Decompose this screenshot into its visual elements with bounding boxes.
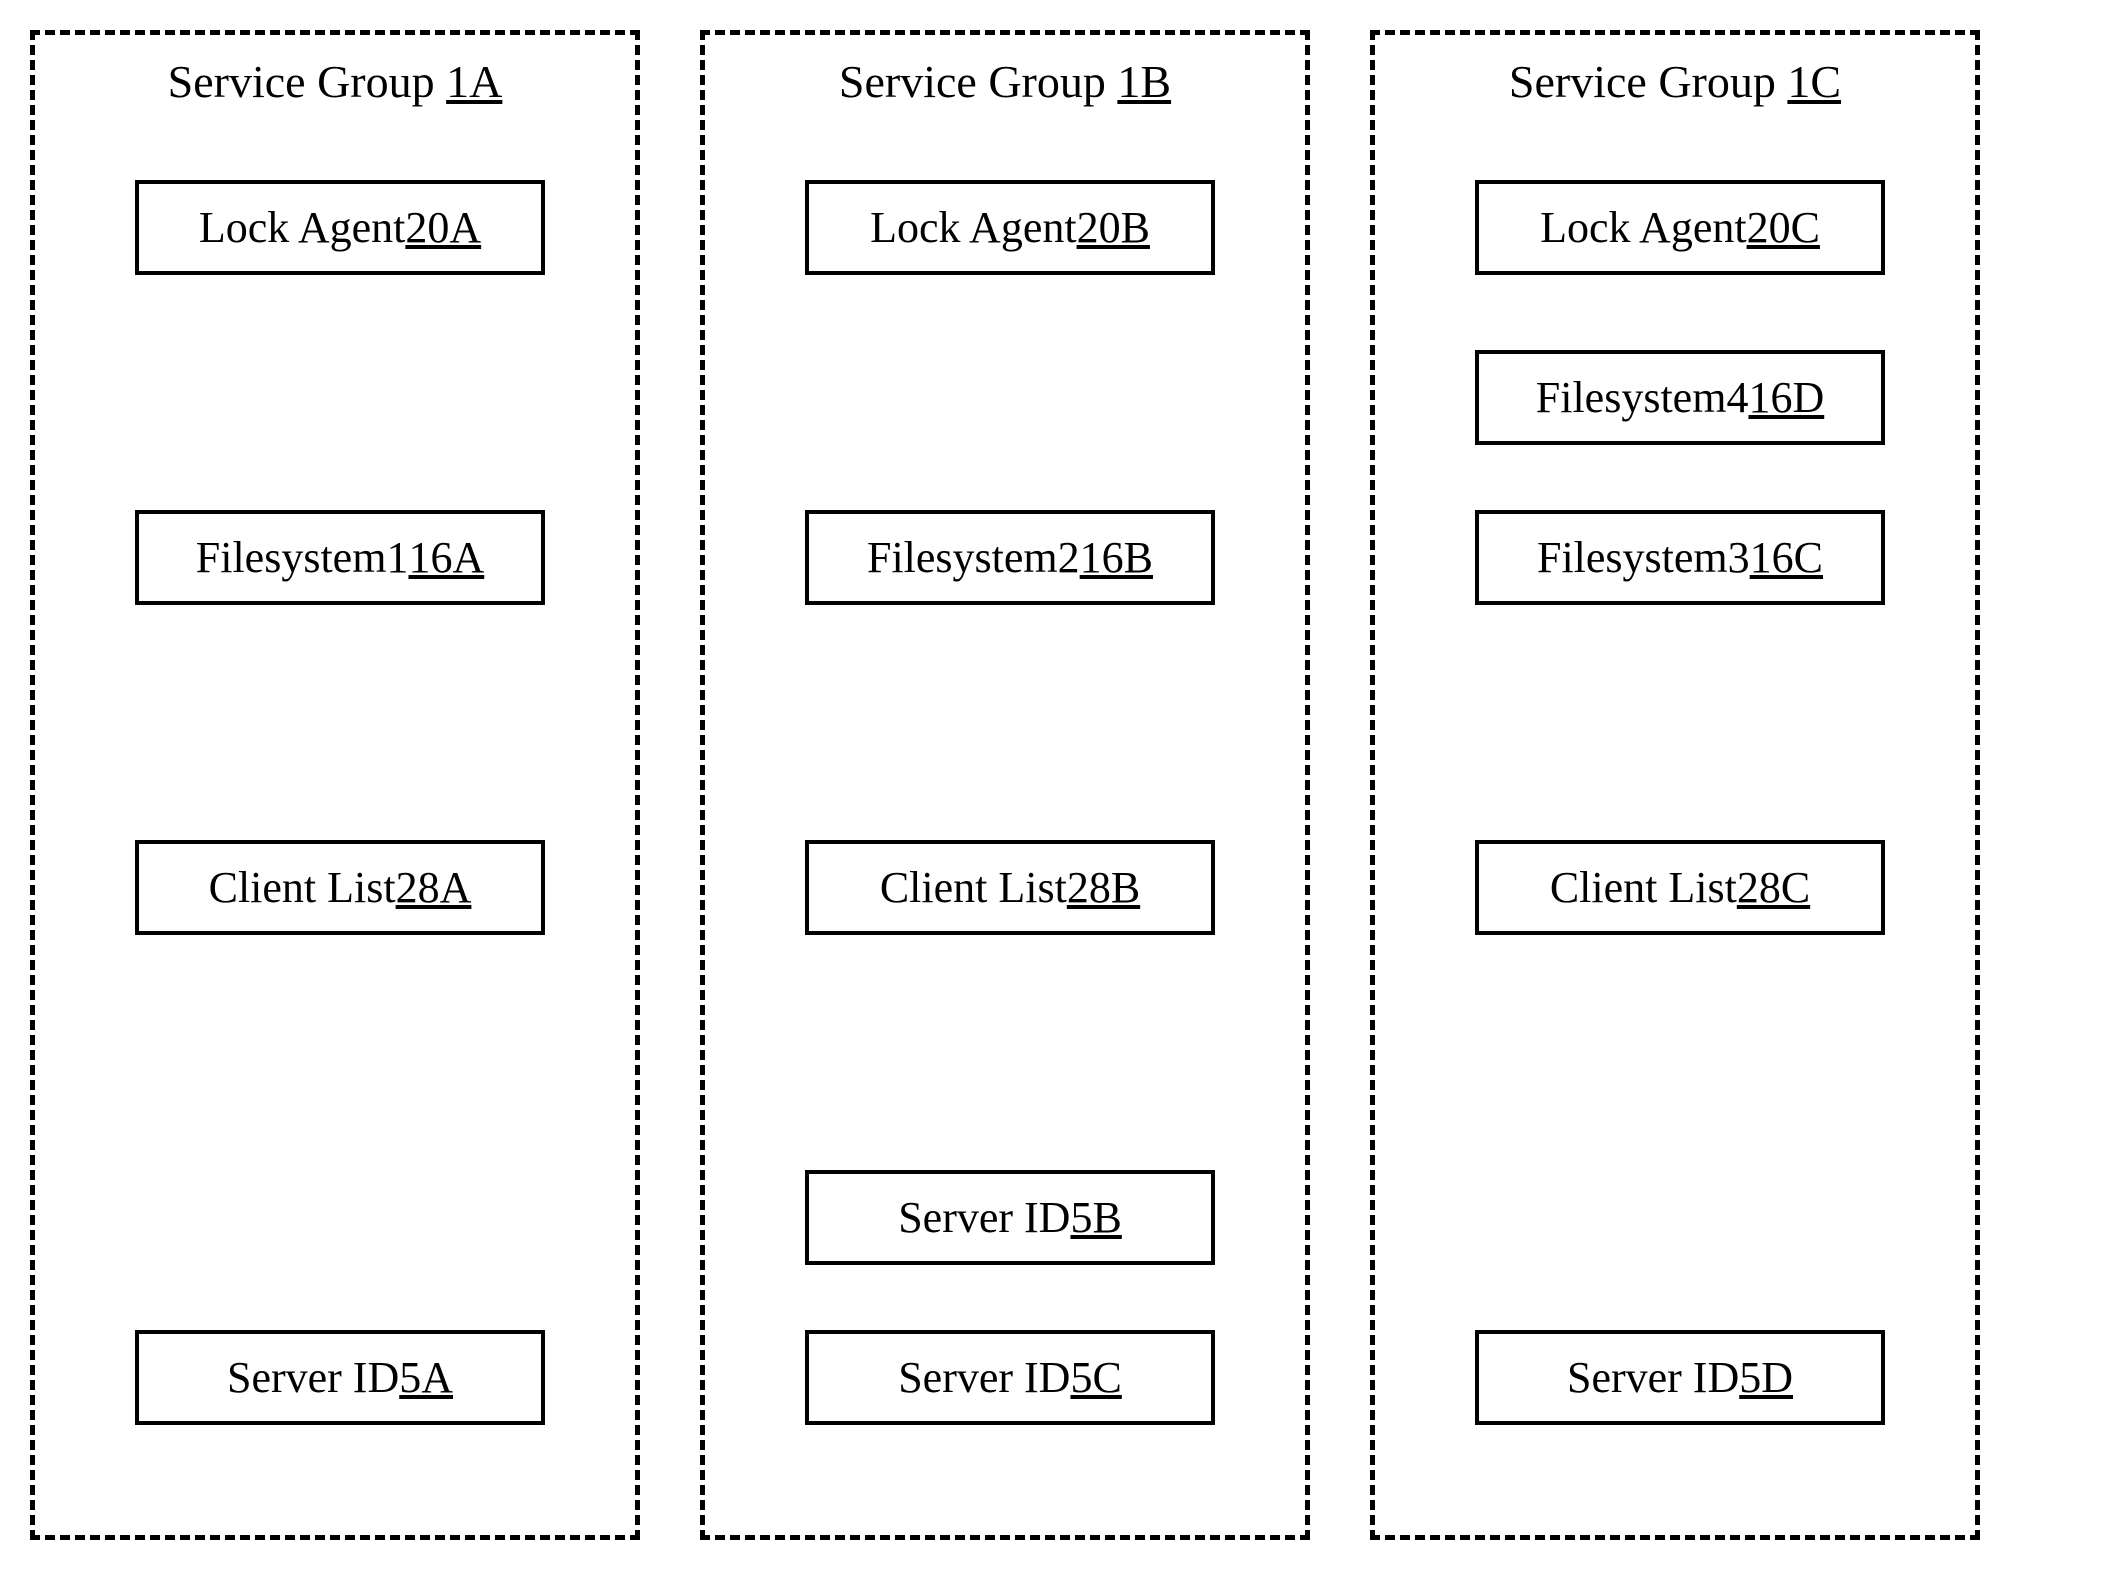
title-ref: 1B <box>1117 56 1171 107</box>
node-label: Client List <box>1550 862 1737 913</box>
node-label: Server ID <box>227 1352 399 1403</box>
diagram-node: Lock Agent 20C <box>1475 180 1885 275</box>
diagram-node: Server ID 5D <box>1475 1330 1885 1425</box>
node-label: Lock Agent <box>1540 202 1747 253</box>
diagram-canvas: Service Group 1A Lock Agent 20A Filesystem… <box>0 0 2112 1575</box>
node-label: Server ID <box>898 1192 1070 1243</box>
diagram-node: Client List 28B <box>805 840 1215 935</box>
diagram-node: Filesystem1 16A <box>135 510 545 605</box>
node-ref: 5D <box>1739 1352 1793 1403</box>
diagram-node: Server ID 5C <box>805 1330 1215 1425</box>
node-label: Filesystem4 <box>1536 372 1749 423</box>
node-ref: 28C <box>1737 862 1810 913</box>
node-ref: 5A <box>399 1352 453 1403</box>
node-ref: 16A <box>408 532 484 583</box>
service-group: Service Group 1C Lock Agent 20C Filesystem… <box>1370 30 1980 1540</box>
node-ref: 16C <box>1750 532 1823 583</box>
diagram-node: Filesystem2 16B <box>805 510 1215 605</box>
title-text: Service Group <box>1509 56 1787 107</box>
node-label: Client List <box>209 862 396 913</box>
node-ref: 20B <box>1077 202 1150 253</box>
node-label: Lock Agent <box>199 202 406 253</box>
diagram-node: Client List 28C <box>1475 840 1885 935</box>
diagram-node: Server ID 5B <box>805 1170 1215 1265</box>
service-group-title: Service Group 1B <box>705 55 1305 108</box>
node-label: Server ID <box>898 1352 1070 1403</box>
node-ref: 28B <box>1067 862 1140 913</box>
node-ref: 28A <box>396 862 472 913</box>
node-ref: 16D <box>1748 372 1824 423</box>
node-label: Server ID <box>1567 1352 1739 1403</box>
diagram-node: Client List 28A <box>135 840 545 935</box>
node-ref: 16B <box>1080 532 1153 583</box>
diagram-node: Lock Agent 20A <box>135 180 545 275</box>
service-group: Service Group 1A Lock Agent 20A Filesystem… <box>30 30 640 1540</box>
diagram-node: Filesystem4 16D <box>1475 350 1885 445</box>
diagram-node: Server ID 5A <box>135 1330 545 1425</box>
service-group-title: Service Group 1A <box>35 55 635 108</box>
title-ref: 1C <box>1787 56 1841 107</box>
diagram-node: Lock Agent 20B <box>805 180 1215 275</box>
diagram-node: Filesystem3 16C <box>1475 510 1885 605</box>
node-ref: 20C <box>1747 202 1820 253</box>
node-label: Lock Agent <box>870 202 1077 253</box>
title-text: Service Group <box>839 56 1117 107</box>
title-ref: 1A <box>446 56 502 107</box>
node-label: Client List <box>880 862 1067 913</box>
node-ref: 5B <box>1070 1192 1121 1243</box>
node-ref: 20A <box>405 202 481 253</box>
node-label: Filesystem3 <box>1537 532 1750 583</box>
node-label: Filesystem2 <box>867 532 1080 583</box>
node-label: Filesystem1 <box>196 532 409 583</box>
title-text: Service Group <box>168 56 446 107</box>
service-group: Service Group 1B Lock Agent 20B Filesystem… <box>700 30 1310 1540</box>
service-group-title: Service Group 1C <box>1375 55 1975 108</box>
node-ref: 5C <box>1070 1352 1121 1403</box>
